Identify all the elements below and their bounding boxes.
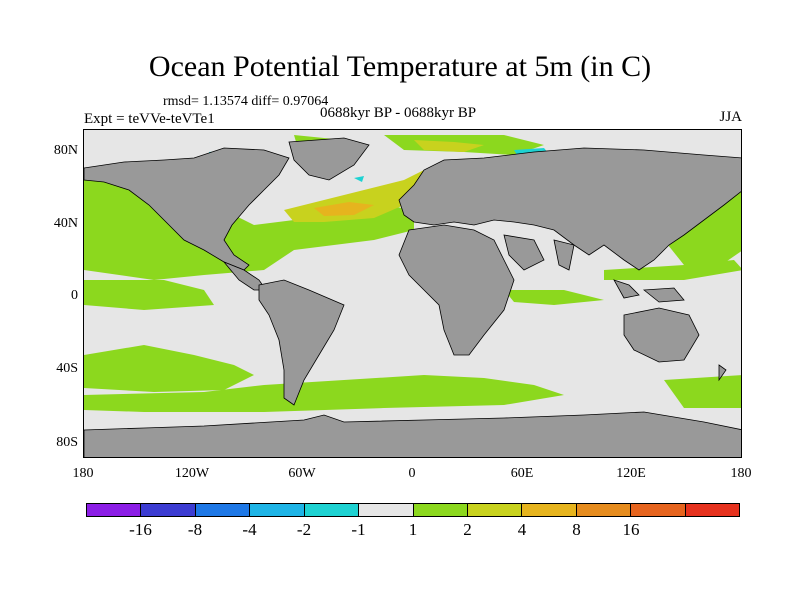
colorbar-swatch [304,504,360,516]
colorbar-label: -1 [351,520,366,539]
world-map [84,135,741,457]
stats-text: rmsd= 1.13574 diff= 0.97064 [163,94,329,109]
colorbar-swatch [250,504,305,516]
lat-label-40s: 40S [56,361,78,376]
map-panel [83,129,742,458]
colorbar-swatch [522,504,577,516]
lat-label-0: 0 [71,288,78,303]
map-title: Ocean Potential Temperature at 5m (in C) [148,50,652,83]
lon-label-120e: 120E [616,466,646,481]
lon-label-60e: 60E [510,466,534,481]
colorbar-swatch [87,504,142,516]
colorbar-label: -8 [187,520,203,539]
colorbar-label: 8 [572,520,581,539]
colorbar-label: 1 [408,520,418,539]
lat-label-80n: 80N [53,143,78,158]
colorbar-swatch [413,504,468,516]
colorbar-label: -16 [129,520,152,539]
lon-label-180e: 180 [730,466,752,481]
lon-label-120w: 120W [174,466,210,481]
season-label: JJA [719,109,742,125]
colorbar-swatch [195,504,251,516]
colorbar-swatch [359,504,414,516]
lon-label-180w: 180 [72,466,94,481]
experiment-label: Expt = teVVe-teVTe1 [84,111,215,127]
colorbar-label: -4 [242,520,257,539]
colorbar-swatch [685,504,740,516]
colorbar-label: 16 [622,520,640,539]
anomaly-orange [314,202,374,216]
lon-label-0: 0 [408,466,416,481]
period-label: 0688kyr BP - 0688kyr BP [320,105,477,121]
colorbar-swatch [631,504,686,516]
lat-label-80s: 80S [56,435,78,450]
lat-label-40n: 40N [53,216,78,231]
colorbar-label: 4 [517,520,527,539]
lon-label-60w: 60W [288,466,316,481]
colorbar-swatch [141,504,196,516]
colorbar-swatch [467,504,523,516]
colorbar-label: -2 [296,520,312,539]
colorbar-swatch [576,504,632,516]
colorbar-label: 2 [463,520,472,539]
colorbar [86,503,740,517]
land [84,137,741,457]
